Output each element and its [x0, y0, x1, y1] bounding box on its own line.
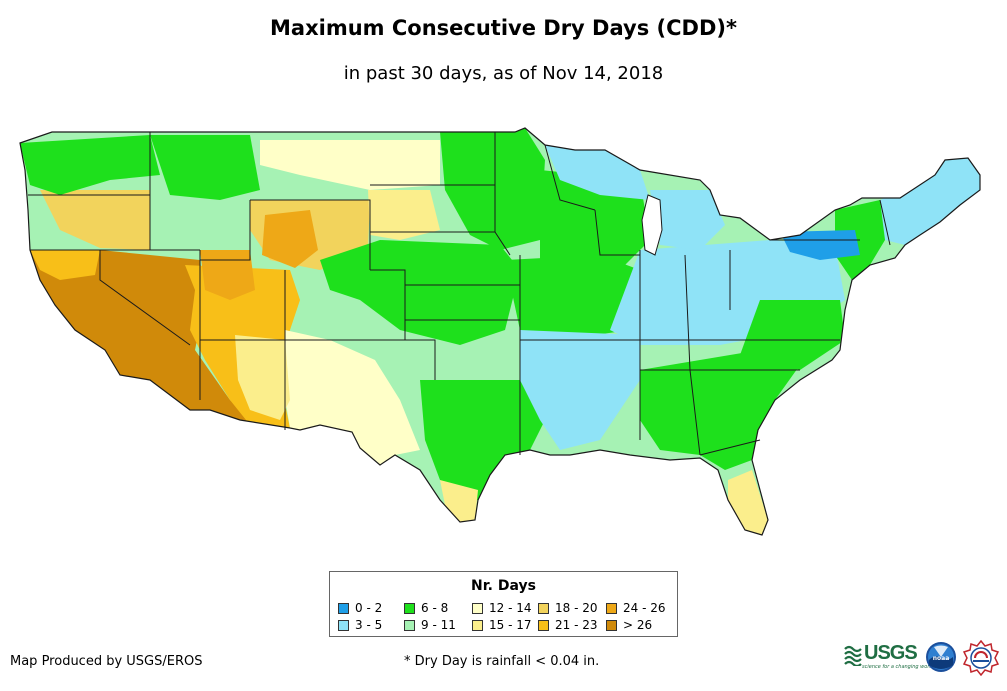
- legend-item: 21 - 23: [538, 619, 598, 632]
- zone-24-26-utah: [262, 210, 318, 268]
- legend-swatch: [338, 620, 349, 631]
- border-ia-il: [594, 209, 640, 256]
- zone-6-8-washington: [20, 135, 160, 195]
- zone-3-5-michigan: [650, 190, 725, 250]
- zone-15-17-plains: [368, 190, 440, 240]
- legend-label: 24 - 26: [623, 601, 666, 615]
- zone-3-5-mississippi: [520, 330, 640, 450]
- zone-6-8-virginia: [740, 300, 845, 370]
- legend-swatch: [538, 620, 549, 631]
- legend-label: 15 - 17: [489, 618, 532, 632]
- noaa-logo: noaa: [926, 642, 956, 672]
- map-title: Maximum Consecutive Dry Days (CDD)*: [270, 16, 737, 40]
- legend-item: 12 - 14: [472, 602, 532, 615]
- zone-6-8-missouri: [505, 255, 640, 340]
- zone-12-14-montana: [260, 140, 440, 190]
- zone-6-8-texas: [420, 380, 545, 500]
- usgs-wave-icon: [844, 645, 862, 666]
- border-ca-nv: [99, 250, 191, 346]
- zone-15-17-florida: [728, 470, 768, 535]
- legend-item: 24 - 26: [606, 602, 666, 615]
- legend-label: 0 - 2: [355, 601, 383, 615]
- legend-swatch: [404, 620, 415, 631]
- legend-swatch: [538, 603, 549, 614]
- border-ga-fl: [699, 439, 761, 456]
- legend-item: 0 - 2: [338, 602, 382, 615]
- state-borders: [28, 132, 891, 456]
- zone-24-26-nevada: [200, 250, 255, 300]
- legend-label: 9 - 11: [421, 618, 456, 632]
- legend-item: 9 - 11: [404, 619, 456, 632]
- nws-logo: [963, 640, 999, 676]
- legend-swatch: [606, 620, 617, 631]
- zone-15-17-southnm: [235, 335, 290, 420]
- border-wy: [250, 199, 371, 270]
- legend-item: 3 - 5: [338, 619, 382, 632]
- legend-item: 6 - 8: [404, 602, 448, 615]
- legend-swatch: [472, 620, 483, 631]
- border-ny-ne: [879, 199, 891, 246]
- usgs-tagline: science for a changing world: [862, 664, 934, 670]
- legend-item: > 26: [606, 619, 652, 632]
- legend-item: 18 - 20: [538, 602, 598, 615]
- lake-michigan: [641, 194, 663, 256]
- map-credit: Map Produced by USGS/EROS: [10, 654, 203, 669]
- legend-swatch: [606, 603, 617, 614]
- legend-label: 3 - 5: [355, 618, 383, 632]
- zone-21-23-ncalifornia: [30, 250, 100, 280]
- legend-label: 21 - 23: [555, 618, 598, 632]
- zone-15-17-texas-south: [440, 480, 478, 522]
- zone-6-8-dakotas: [440, 128, 545, 250]
- legend-label: 18 - 20: [555, 601, 598, 615]
- border-four-corners-row: [200, 339, 436, 380]
- zone-3-5-wisconsin: [545, 145, 650, 200]
- noaa-label: noaa: [933, 655, 950, 662]
- usgs-logo: USGS science for a changing world: [844, 642, 934, 670]
- border-id-wy-ut: [200, 200, 251, 261]
- border-co-ks: [370, 269, 406, 340]
- border-mn-wi: [544, 144, 596, 211]
- legend-label: 6 - 8: [421, 601, 449, 615]
- cdd-zones: [20, 128, 980, 535]
- dry-day-footnote: * Dry Day is rainfall < 0.04 in.: [404, 654, 600, 669]
- legend-item: 15 - 17: [472, 619, 532, 632]
- legend-swatch: [472, 603, 483, 614]
- legend-swatch: [404, 603, 415, 614]
- zone-12-14-newmexico: [282, 330, 420, 465]
- zone-6-8-upper-midwest: [540, 170, 650, 280]
- zone-6-8-southeast: [640, 350, 800, 470]
- legend-swatch: [338, 603, 349, 614]
- usgs-wordmark: USGS: [864, 642, 918, 664]
- zone-3-5-new-england: [880, 158, 980, 245]
- legend-label: > 26: [623, 618, 653, 632]
- zone-18-20-oregon: [40, 190, 150, 250]
- zone-0-2-pennsylvania: [780, 230, 860, 260]
- legend-title: Nr. Days: [471, 578, 536, 594]
- legend-label: 12 - 14: [489, 601, 532, 615]
- legend: Nr. Days 0 - 2 3 - 5 6 - 8 9 - 11 12 - 1…: [329, 571, 678, 637]
- map-subtitle: in past 30 days, as of Nov 14, 2018: [343, 63, 664, 84]
- zone-6-8-idaho: [150, 135, 260, 200]
